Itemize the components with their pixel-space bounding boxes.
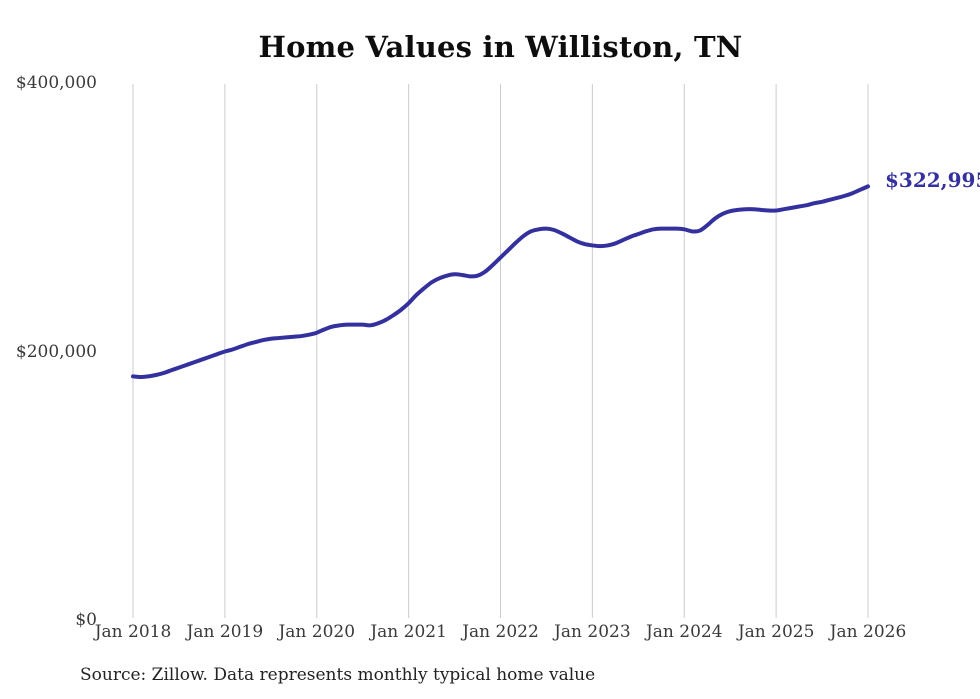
home-value-line bbox=[131, 184, 870, 380]
x-tick-label: Jan 2018 bbox=[94, 622, 172, 642]
latest-value-label: $322,995 bbox=[885, 168, 980, 192]
vertical-gridlines bbox=[132, 84, 869, 618]
x-tick-label: Jan 2024 bbox=[645, 622, 723, 642]
x-tick-label: Jan 2026 bbox=[829, 622, 907, 642]
x-tick-label: Jan 2023 bbox=[554, 622, 631, 642]
source-note: Source: Zillow. Data represents monthly … bbox=[80, 665, 596, 685]
y-tick-label: $200,000 bbox=[15, 341, 97, 362]
x-tick-label: Jan 2025 bbox=[737, 622, 815, 642]
chart-title: Home Values in Williston, TN bbox=[258, 30, 743, 64]
x-tick-label: Jan 2021 bbox=[370, 622, 447, 642]
x-tick-label: Jan 2020 bbox=[278, 622, 356, 642]
y-tick-label: $0 bbox=[75, 610, 97, 630]
x-tick-label: Jan 2022 bbox=[462, 622, 539, 642]
x-tick-label: Jan 2019 bbox=[186, 622, 264, 642]
y-tick-label: $400,000 bbox=[15, 73, 97, 93]
